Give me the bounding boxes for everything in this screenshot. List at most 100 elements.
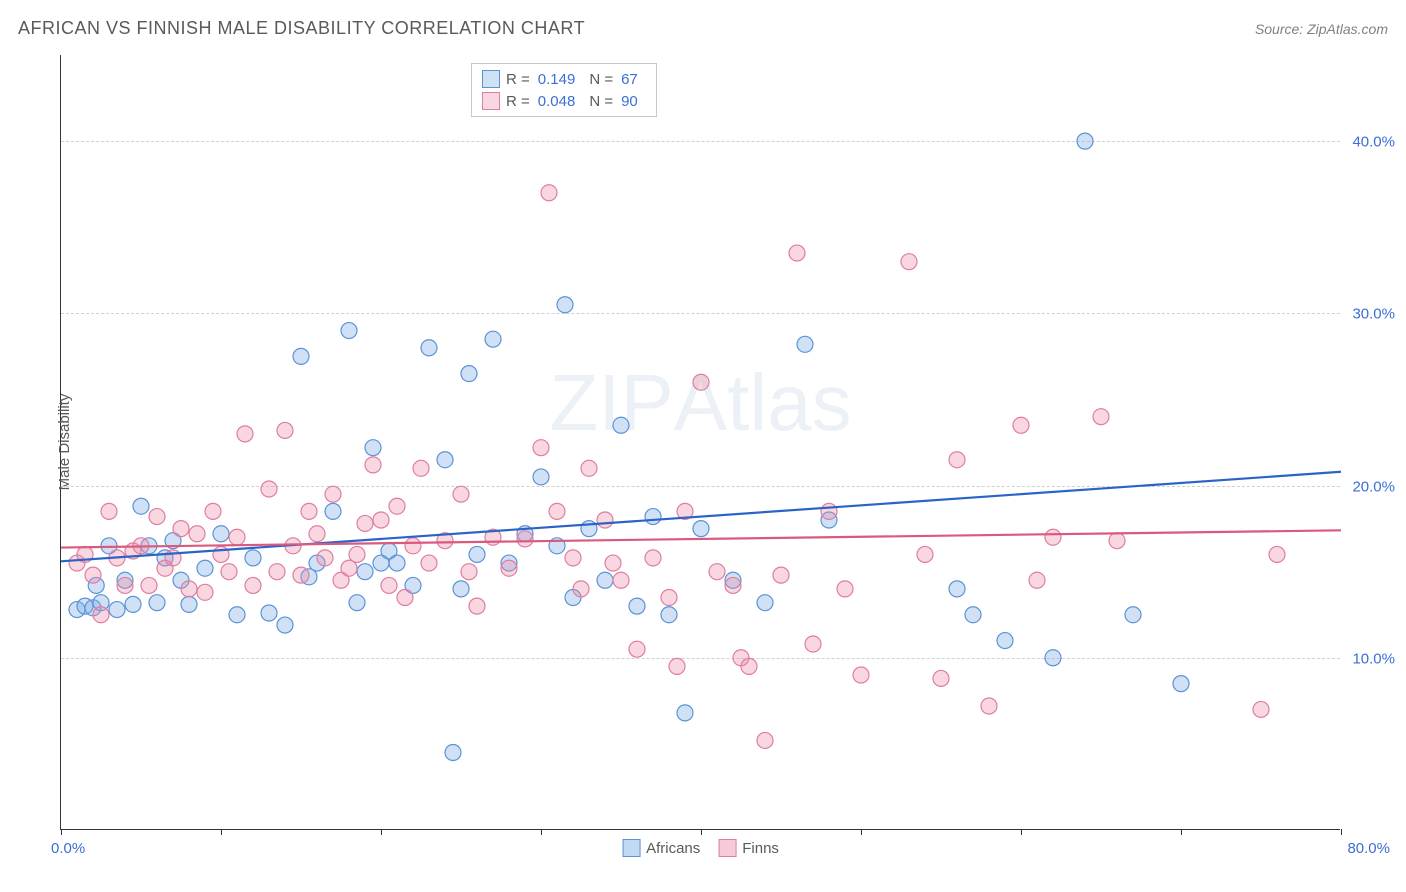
data-point xyxy=(485,331,501,347)
series-legend-item: Finns xyxy=(718,839,779,857)
plot-area: Male Disability ZIPAtlas 10.0%20.0%30.0%… xyxy=(60,55,1340,830)
data-point xyxy=(261,481,277,497)
data-point xyxy=(1093,409,1109,425)
series-legend-label: Africans xyxy=(646,840,700,857)
data-point xyxy=(229,529,245,545)
x-tick xyxy=(541,829,542,835)
data-point xyxy=(237,426,253,442)
data-point xyxy=(149,509,165,525)
series-legend: Africans Finns xyxy=(622,839,779,857)
data-point xyxy=(1125,607,1141,623)
x-tick xyxy=(381,829,382,835)
data-point xyxy=(797,336,813,352)
data-point xyxy=(789,245,805,261)
data-point xyxy=(229,607,245,623)
series-legend-item: Africans xyxy=(622,839,700,857)
data-point xyxy=(133,498,149,514)
data-point xyxy=(397,590,413,606)
data-point xyxy=(517,531,533,547)
data-point xyxy=(365,457,381,473)
data-point xyxy=(693,521,709,537)
data-point xyxy=(357,564,373,580)
x-tick xyxy=(1021,829,1022,835)
data-point xyxy=(837,581,853,597)
data-point xyxy=(413,460,429,476)
data-point xyxy=(741,658,757,674)
data-point xyxy=(357,515,373,531)
data-point xyxy=(533,440,549,456)
data-point xyxy=(325,503,341,519)
data-point xyxy=(1029,572,1045,588)
data-point xyxy=(605,555,621,571)
x-tick xyxy=(1341,829,1342,835)
data-point xyxy=(109,602,125,618)
data-point xyxy=(293,348,309,364)
data-point xyxy=(189,526,205,542)
data-point xyxy=(461,564,477,580)
data-point xyxy=(125,596,141,612)
legend-r-value: 0.048 xyxy=(538,93,576,110)
data-point xyxy=(197,584,213,600)
data-point xyxy=(757,595,773,611)
data-point xyxy=(997,633,1013,649)
data-point xyxy=(461,366,477,382)
data-point xyxy=(245,577,261,593)
data-point xyxy=(597,572,613,588)
data-point xyxy=(277,617,293,633)
data-point xyxy=(197,560,213,576)
x-tick xyxy=(861,829,862,835)
x-axis-max-label: 80.0% xyxy=(1347,840,1390,857)
data-point xyxy=(349,595,365,611)
legend-row: R =0.149N =67 xyxy=(482,68,646,90)
data-point xyxy=(1173,676,1189,692)
data-point xyxy=(373,512,389,528)
data-point xyxy=(645,509,661,525)
data-point xyxy=(821,503,837,519)
data-point xyxy=(221,564,237,580)
data-point xyxy=(501,560,517,576)
data-point xyxy=(453,581,469,597)
x-axis-min-label: 0.0% xyxy=(51,840,85,857)
x-tick xyxy=(221,829,222,835)
data-point xyxy=(693,374,709,390)
data-point xyxy=(549,503,565,519)
data-point xyxy=(773,567,789,583)
series-legend-label: Finns xyxy=(742,840,779,857)
legend-swatch xyxy=(622,839,640,857)
data-point xyxy=(173,521,189,537)
data-point xyxy=(669,658,685,674)
data-point xyxy=(757,732,773,748)
correlation-legend: R =0.149N =67R =0.048N =90 xyxy=(471,63,657,117)
data-point xyxy=(421,555,437,571)
x-tick xyxy=(1181,829,1182,835)
data-point xyxy=(933,670,949,686)
y-tick-label: 30.0% xyxy=(1345,306,1395,323)
data-point xyxy=(453,486,469,502)
chart-source: Source: ZipAtlas.com xyxy=(1255,21,1388,37)
legend-n-label: N = xyxy=(589,93,613,110)
data-point xyxy=(573,581,589,597)
legend-row: R =0.048N =90 xyxy=(482,90,646,112)
legend-n-label: N = xyxy=(589,71,613,88)
y-tick-label: 20.0% xyxy=(1345,478,1395,495)
data-point xyxy=(469,546,485,562)
data-point xyxy=(853,667,869,683)
legend-r-value: 0.149 xyxy=(538,71,576,88)
data-point xyxy=(365,440,381,456)
data-point xyxy=(805,636,821,652)
data-point xyxy=(93,607,109,623)
data-point xyxy=(245,550,261,566)
data-point xyxy=(917,546,933,562)
data-point xyxy=(101,503,117,519)
data-point xyxy=(901,254,917,270)
legend-n-value: 67 xyxy=(621,71,638,88)
data-point xyxy=(205,503,221,519)
data-point xyxy=(1077,133,1093,149)
data-point xyxy=(309,526,325,542)
data-point xyxy=(261,605,277,621)
data-point xyxy=(645,550,661,566)
y-tick-label: 10.0% xyxy=(1345,650,1395,667)
legend-swatch xyxy=(718,839,736,857)
data-point xyxy=(181,581,197,597)
data-point xyxy=(581,460,597,476)
